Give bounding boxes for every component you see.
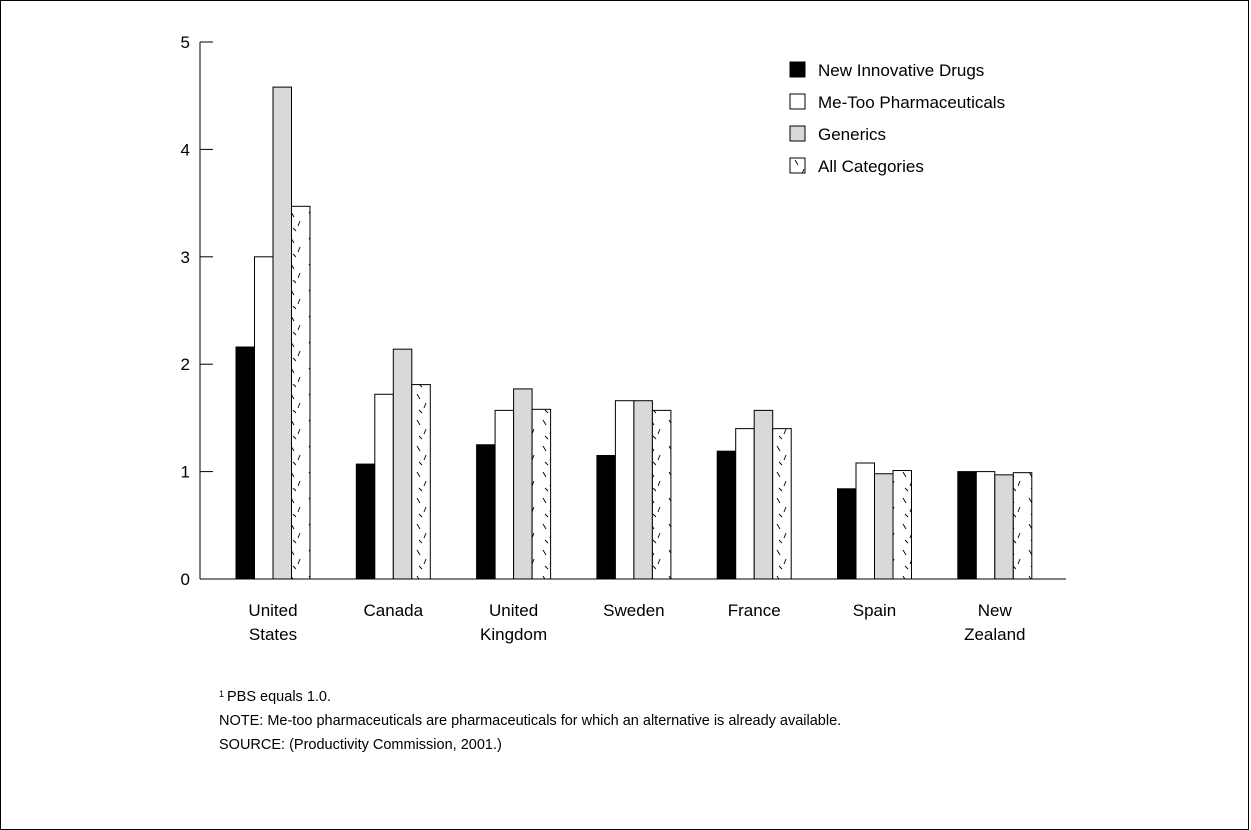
bar (892, 470, 912, 580)
x-tick-label: Sweden (603, 601, 664, 620)
y-tick-label: 1 (181, 463, 190, 482)
x-tick-label: Canada (364, 601, 424, 620)
x-tick-label: Spain (853, 601, 896, 620)
footnote: 1 PBS equals 1.0. (219, 682, 841, 709)
x-tick-label: United (489, 601, 538, 620)
source-text: SOURCE: (Productivity Commission, 2001.) (219, 737, 502, 753)
bar (392, 348, 413, 580)
x-tick-label: United (248, 601, 297, 620)
bar (614, 400, 635, 580)
y-tick-label: 5 (181, 33, 190, 52)
bar (994, 474, 1014, 580)
bar (735, 428, 755, 580)
chart-bars (235, 86, 1033, 580)
bar (837, 488, 857, 580)
bar (476, 444, 496, 580)
x-tick-label: Zealand (964, 625, 1025, 644)
bar (355, 463, 376, 580)
x-tick-label: Kingdom (480, 625, 547, 644)
bar (753, 409, 774, 580)
legend-swatch (789, 157, 806, 174)
bar (874, 473, 894, 580)
bar (374, 393, 394, 580)
chart-notes: 1 PBS equals 1.0. NOTE: Me-too pharmaceut… (219, 682, 841, 757)
x-tick-label: France (728, 601, 781, 620)
x-tick-label: New (978, 601, 1013, 620)
bar (716, 450, 737, 580)
x-tick-label: States (249, 625, 297, 644)
bar (235, 346, 255, 580)
bar (272, 86, 292, 580)
legend-swatch (789, 125, 806, 142)
bar (596, 454, 616, 580)
legend-label: Generics (818, 125, 886, 144)
bar (772, 428, 792, 580)
chart-axes: 0 1 2 3 4 5 United States Canada United Kingdom Swe… (181, 33, 1066, 644)
note-text: NOTE: Me-too pharmaceuticals are pharmac… (219, 713, 842, 729)
y-tick-label: 4 (181, 140, 190, 159)
bar (411, 384, 431, 580)
bar (494, 409, 515, 580)
bar (651, 409, 672, 580)
bar (855, 462, 875, 580)
legend-label: New Innovative Drugs (818, 61, 984, 80)
bar (633, 400, 653, 580)
chart-legend: New Innovative Drugs Me-Too Pharmaceutica… (789, 61, 1005, 176)
bar (513, 388, 533, 580)
y-tick-label: 3 (181, 248, 190, 267)
legend-swatch (789, 93, 806, 110)
bar (531, 408, 552, 580)
legend-swatch (789, 61, 806, 78)
y-tick-label: 0 (181, 570, 190, 589)
bar (975, 471, 996, 580)
bar (1012, 472, 1033, 580)
bar (254, 256, 274, 580)
footnote-text: PBS equals 1.0. (227, 689, 332, 705)
legend-label: Me-Too Pharmaceuticals (818, 93, 1005, 112)
bar (957, 471, 977, 580)
footnote-marker: 1 (219, 689, 225, 699)
legend-label: All Categories (818, 157, 924, 176)
bar (291, 205, 311, 580)
y-tick-label: 2 (181, 355, 190, 374)
